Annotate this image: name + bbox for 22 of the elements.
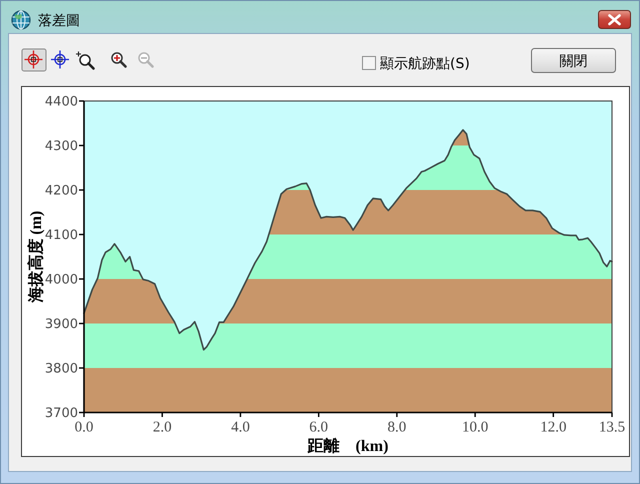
checkbox: 顯示航跡點(S) (362, 56, 470, 72)
x-tick-label: 4.0 (231, 420, 250, 436)
x-tick-label: 6.0 (309, 420, 328, 436)
y-tick-label: 4100 (44, 228, 78, 243)
y-tick-label: 4400 (44, 94, 78, 110)
x-tick-label: 2.0 (152, 420, 172, 436)
y-tick-label: 3900 (44, 317, 78, 332)
x-tick-label: 12.0 (540, 420, 566, 436)
y-tick-label: 4000 (44, 272, 78, 288)
y-tick-label: 3700 (44, 406, 78, 421)
x-tick-label: 0.0 (74, 420, 94, 436)
x-tick-label: 8.0 (388, 420, 406, 436)
y-tick-label: 3800 (44, 362, 78, 376)
y-tick-label: 4300 (44, 139, 78, 154)
x-axis-title: 距離 (km) (306, 437, 388, 455)
x-tick-label: 10.0 (462, 420, 488, 436)
y-axis-title: 海拔高度 (m) (26, 210, 45, 304)
x-tick-label: 13.5 (598, 420, 626, 436)
chart-title: 落差圖 (38, 13, 80, 29)
y-tick-label: 4200 (44, 184, 78, 198)
line-series (83, 129, 613, 351)
button: 關閉 (531, 48, 616, 73)
